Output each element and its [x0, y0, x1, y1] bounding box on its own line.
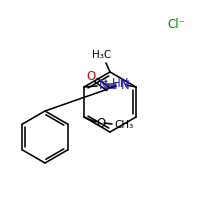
Text: HN: HN	[112, 77, 130, 90]
Text: O: O	[86, 70, 96, 82]
Text: H₃C: H₃C	[92, 50, 112, 60]
Text: O: O	[96, 117, 106, 130]
Text: CH₃: CH₃	[114, 120, 134, 130]
Text: +: +	[101, 77, 108, 86]
Text: N: N	[121, 79, 130, 92]
Text: N: N	[99, 79, 108, 92]
Text: Cl⁻: Cl⁻	[167, 18, 185, 31]
